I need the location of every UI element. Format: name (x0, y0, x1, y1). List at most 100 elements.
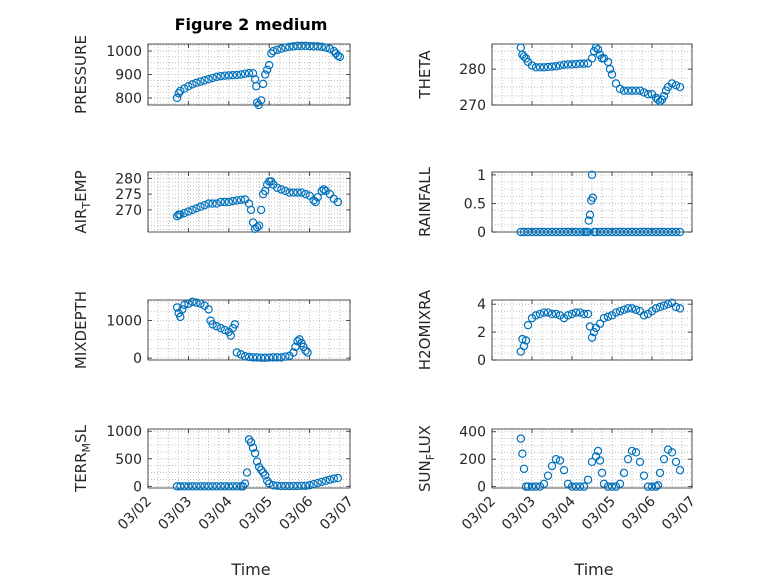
data-point-h2omixra (619, 305, 629, 314)
data-point-air-temp (285, 188, 294, 197)
panel-terr-msl: 0 500 1000 03/02 03/03 03/04 03/05 03/06 03/07 TE… (72, 424, 357, 533)
y-tick-label: 270 (459, 98, 486, 114)
data-point-terr-msl (240, 479, 250, 488)
data-point-pressure (224, 71, 233, 80)
data-point-air-temp (246, 205, 256, 215)
data-point-pressure (305, 41, 314, 51)
x-tick-label: 03/06 (619, 493, 659, 533)
x-tick-label: 03/04 (196, 493, 236, 533)
data-point-pressure (317, 42, 326, 52)
y-axis-label: THETA (416, 50, 434, 100)
data-point-rainfall (663, 227, 673, 237)
data-point-pressure (220, 71, 229, 80)
data-point-terr-msl (273, 481, 282, 490)
data-point-pressure (180, 84, 189, 93)
data-point-mixdepth (176, 312, 185, 322)
data-point-mixdepth (293, 337, 302, 346)
data-point-air-temp (293, 188, 302, 197)
data-point-h2omixra (521, 336, 531, 345)
data-point-h2omixra (563, 311, 573, 320)
data-point-rainfall (647, 227, 657, 237)
data-point-air-temp (216, 197, 225, 207)
data-point-pressure (216, 71, 225, 81)
x-axis-label-right: Time (573, 560, 613, 579)
y-axis-label: AIRTEMP (72, 170, 93, 233)
y-tick-label: 0.5 (464, 196, 486, 212)
data-point-mixdepth (178, 305, 187, 314)
data-point-rainfall (583, 227, 593, 237)
data-point-mixdepth (196, 299, 205, 308)
data-point-sun-flux (555, 456, 565, 465)
data-point-h2omixra (579, 309, 589, 319)
data-point-pressure (184, 82, 193, 91)
data-point-sun-flux (597, 468, 607, 478)
data-point-theta (547, 62, 557, 71)
data-point-sun-flux (595, 456, 605, 465)
data-point-h2omixra (651, 304, 661, 313)
data-point-sun-flux (603, 482, 613, 491)
data-point-terr-msl (212, 482, 221, 491)
y-tick-label: 400 (459, 425, 486, 441)
data-point-rainfall (563, 227, 573, 237)
data-point-pressure (240, 69, 250, 78)
data-point-rainfall (584, 216, 594, 225)
y-tick-label: 0 (133, 351, 142, 367)
panel-pressure: 800 900 1000 PRESSURE (72, 35, 351, 114)
data-point-rainfall (655, 227, 665, 237)
axes-frame (491, 428, 693, 489)
data-point-pressure (333, 51, 343, 60)
data-point-air-temp (254, 221, 264, 230)
axes-frame (491, 299, 693, 361)
data-point-terr-msl (252, 457, 262, 466)
data-point-air-temp (297, 188, 306, 197)
data-point-pressure (281, 43, 290, 52)
data-point-mixdepth (208, 320, 217, 329)
data-point-theta (516, 43, 526, 52)
data-point-terr-msl (192, 482, 201, 491)
data-point-rainfall (547, 227, 557, 237)
data-point-rainfall (627, 227, 637, 237)
data-point-sun-flux (651, 482, 661, 491)
data-point-terr-msl (281, 481, 290, 491)
data-point-mixdepth (212, 322, 221, 331)
data-point-h2omixra (531, 311, 541, 320)
data-point-theta (653, 95, 663, 104)
data-point-air-temp (188, 205, 197, 215)
data-point-rainfall (551, 227, 561, 237)
data-point-sun-flux (653, 481, 663, 490)
data-point-rainfall (523, 227, 533, 237)
data-point-mixdepth (289, 348, 298, 357)
data-point-h2omixra (663, 299, 673, 309)
data-point-air-temp (212, 199, 221, 208)
data-point-pressure (335, 52, 345, 62)
data-point-mixdepth (184, 299, 193, 308)
data-point-theta (579, 59, 589, 68)
data-point-h2omixra (583, 309, 593, 319)
data-point-theta (605, 64, 615, 74)
data-point-mixdepth (269, 353, 278, 362)
y-axis-label: RAINFALL (416, 166, 434, 237)
data-point-rainfall (603, 227, 613, 237)
data-point-terr-msl (269, 481, 278, 490)
data-point-pressure (267, 49, 276, 58)
data-point-terr-msl (277, 481, 286, 491)
data-point-rainfall (595, 227, 605, 237)
data-point-theta (543, 62, 553, 72)
y-tick-label: 200 (459, 452, 486, 468)
data-point-air-temp (289, 188, 298, 197)
data-point-mixdepth (230, 320, 240, 329)
data-point-sun-flux (635, 457, 645, 467)
x-tick-label: 03/07 (317, 494, 357, 534)
y-tick-label: 0 (477, 353, 486, 369)
data-point-mixdepth (240, 352, 250, 361)
data-point-sun-flux (547, 461, 557, 471)
data-point-mixdepth (236, 350, 246, 359)
data-point-terr-msl (180, 482, 189, 491)
data-point-sun-flux (571, 482, 581, 491)
data-point-pressure (174, 89, 183, 98)
data-point-sun-flux (607, 482, 617, 491)
data-point-h2omixra (671, 302, 681, 312)
data-point-sun-flux (523, 482, 533, 491)
data-point-pressure (265, 60, 274, 70)
data-point-pressure (236, 70, 246, 79)
